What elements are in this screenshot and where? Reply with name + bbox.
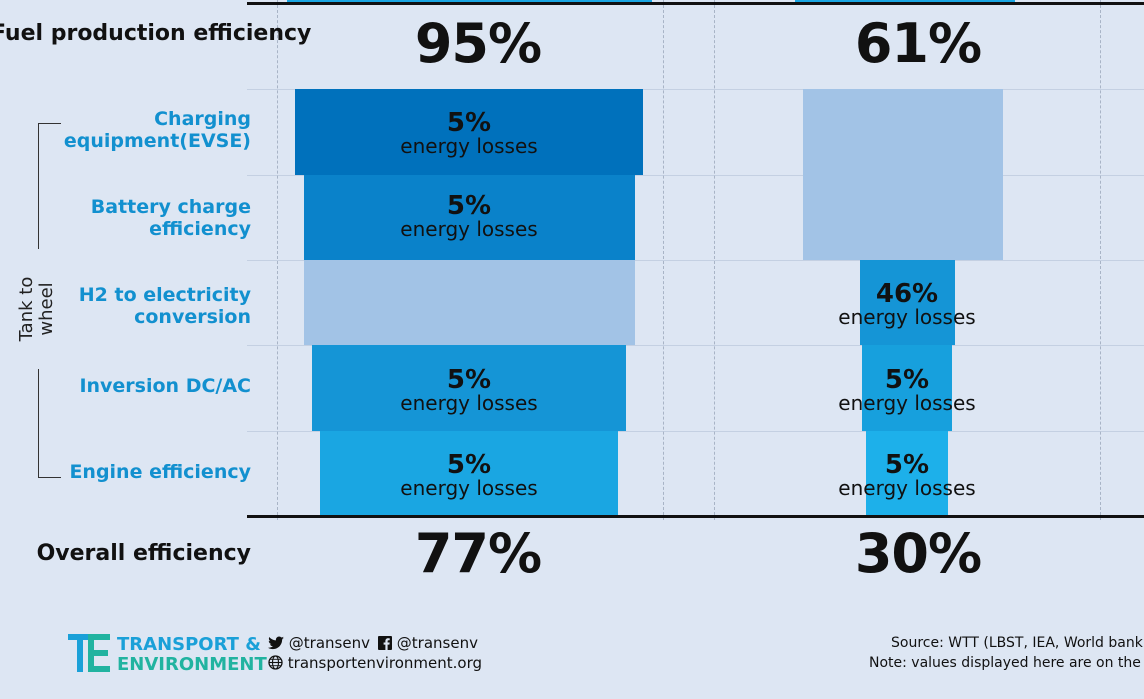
logo-text-line1: TRANSPORT & (117, 634, 261, 655)
source-text: Source: WTT (LBST, IEA, World bank) (891, 635, 1144, 651)
column-2-bar-h2 (860, 260, 955, 345)
column-divider (277, 0, 278, 520)
stage-label-inversion: Inversion DC/AC (79, 375, 251, 397)
transport-environment-logo (68, 634, 110, 672)
column-2-fuel-efficiency: 61% (854, 12, 982, 75)
fuel-production-label: Fuel production efficiency (0, 21, 312, 46)
row-divider (247, 175, 1144, 176)
stage-label-battery: Battery charge efficiency (90, 196, 251, 240)
row-divider (247, 431, 1144, 432)
column-1-loss-engine: 5% energy losses (400, 450, 538, 500)
bottom-rule (247, 515, 1144, 518)
stage-label-h2: H2 to electricity conversion (78, 284, 251, 328)
column-1-overall-efficiency: 77% (414, 522, 542, 585)
facebook-handle[interactable]: @transenv (378, 634, 478, 652)
stage-label-charging: Charging equipment(EVSE) (63, 108, 251, 152)
twitter-icon (268, 636, 284, 650)
column-1-loss-charging: 5% energy losses (400, 108, 538, 158)
website-link[interactable]: transportenvironment.org (268, 654, 482, 672)
column-1-bar-engine (320, 431, 618, 516)
column-1-bar-h2-inactive (304, 260, 635, 345)
column-divider (1100, 0, 1101, 520)
row-divider (247, 345, 1144, 346)
tank-to-wheel-label: Tank to wheel (16, 249, 57, 369)
column-2-bar-charging-inactive (803, 89, 1003, 175)
facebook-icon (378, 636, 392, 650)
column-2-loss-inversion: 5% energy losses (838, 365, 976, 415)
stage-label-engine: Engine efficiency (69, 461, 251, 483)
overall-efficiency-label: Overall efficiency (36, 541, 251, 566)
row-divider (247, 260, 1144, 261)
column-divider (663, 0, 664, 520)
note-text: Note: values displayed here are on the h… (869, 655, 1144, 671)
column-1-bar-charging (295, 89, 643, 175)
column-1-bar-inversion (312, 345, 626, 431)
column-2-loss-h2: 46% energy losses (838, 279, 976, 329)
logo-text-line2: ENVIRONMENT (117, 654, 267, 675)
globe-icon (268, 655, 283, 670)
column-2-bar-engine (866, 431, 948, 516)
column-2-bar-inversion (862, 345, 952, 431)
column-1-loss-battery: 5% energy losses (400, 191, 538, 241)
column-divider (714, 0, 715, 520)
row-divider (247, 89, 1144, 90)
twitter-handle[interactable]: @transenv (268, 634, 370, 652)
column-2-loss-engine: 5% energy losses (838, 450, 976, 500)
top-cut-bar (287, 0, 652, 3)
column-2-bar-battery-inactive (803, 175, 1003, 260)
column-2-overall-efficiency: 30% (854, 522, 982, 585)
top-rule (247, 2, 1144, 5)
column-1-loss-inversion: 5% energy losses (400, 365, 538, 415)
column-1-fuel-efficiency: 95% (414, 12, 542, 75)
top-cut-bar (795, 0, 1015, 3)
column-1-bar-battery (304, 175, 635, 260)
